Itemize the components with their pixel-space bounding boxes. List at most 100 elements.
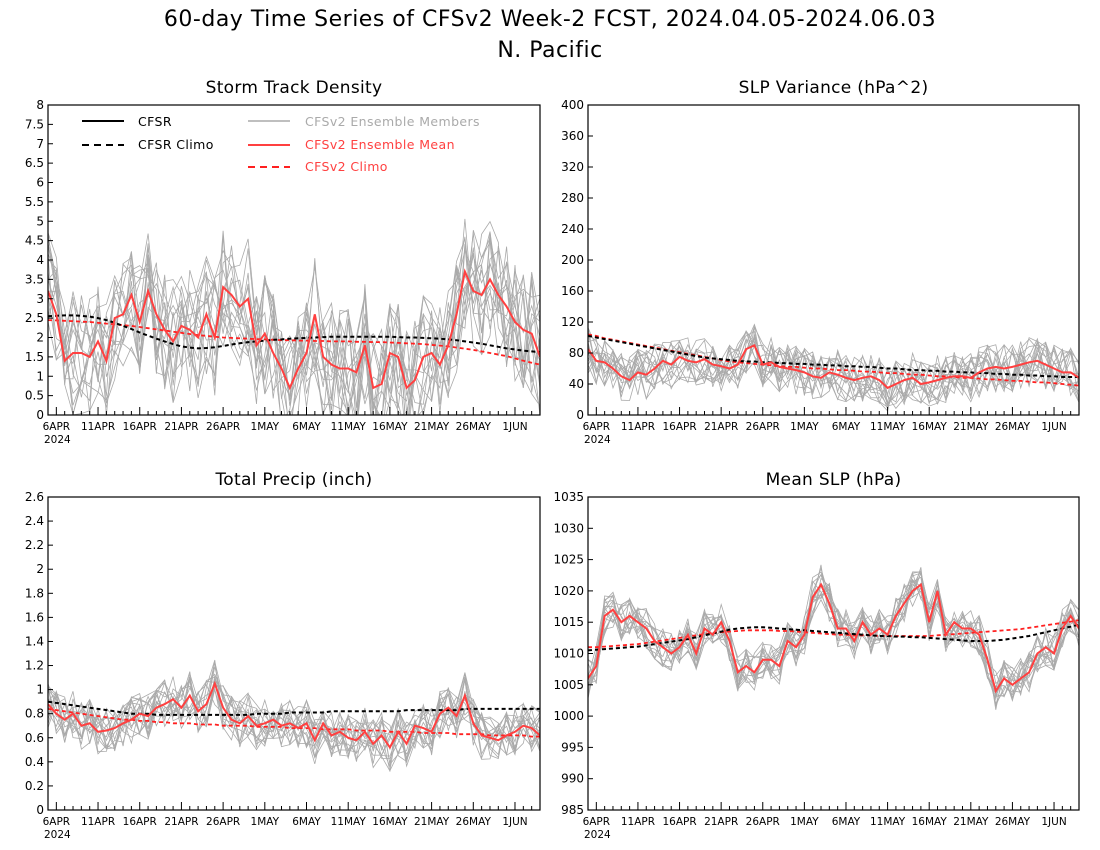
total-precip-y-tick-label: 2.2 bbox=[25, 538, 44, 552]
slp-variance-y-tick-label: 200 bbox=[561, 253, 584, 267]
slp-variance-y-tick-label: 40 bbox=[569, 377, 584, 391]
storm-track-density-x-tick-label: 26APR bbox=[206, 421, 240, 433]
mean-slp-member-line bbox=[588, 571, 1079, 701]
total-precip-y-tick-label: 0 bbox=[36, 803, 44, 817]
mean-slp-x-tick-label: 26MAY bbox=[995, 816, 1031, 828]
legend-members-label: CFSv2 Ensemble Members bbox=[305, 114, 480, 129]
total-precip-y-tick-label: 2.4 bbox=[25, 514, 44, 528]
slp-variance-x-tick-label: 26APR bbox=[746, 421, 780, 433]
total-precip-y-tick-label: 0.4 bbox=[25, 755, 44, 769]
total-precip-x-tick-label: 16APR bbox=[123, 816, 157, 828]
total-precip-y-tick-label: 1.4 bbox=[25, 634, 44, 648]
total-precip-y-tick-label: 0.2 bbox=[25, 779, 44, 793]
storm-track-density-cfsr-climo-line bbox=[48, 314, 540, 354]
total-precip-member-line bbox=[48, 689, 540, 773]
storm-track-density-panel: Storm Track Density 0 0.5 1 1.5 2 2.5 3 3.5 4 4.5 5… bbox=[25, 78, 541, 446]
legend-cfsr-climo-label: CFSR Climo bbox=[138, 137, 214, 152]
figure-title: 60-day Time Series of CFSv2 Week-2 FCST,… bbox=[164, 7, 936, 32]
storm-track-density-y-tick-label: 2.5 bbox=[25, 311, 44, 325]
mean-slp-y-tick-label: 995 bbox=[561, 740, 584, 754]
storm-track-density-y-tick-label: 5 bbox=[36, 214, 44, 228]
total-precip-member-line bbox=[48, 685, 540, 765]
total-precip-ens-mean-line bbox=[48, 680, 540, 750]
storm-track-density-x-tick-label: 26MAY bbox=[456, 421, 492, 433]
slp-variance-y-tick-label: 280 bbox=[561, 191, 584, 205]
total-precip-x-tick-label: 11MAY bbox=[331, 816, 367, 828]
storm-track-density-x-tick-label: 16MAY bbox=[372, 421, 408, 433]
mean-slp-member-line bbox=[588, 582, 1079, 697]
storm-track-density-member-line bbox=[48, 220, 540, 415]
mean-slp-members bbox=[588, 564, 1079, 710]
storm-track-density-x-tick-label: 21APR bbox=[164, 421, 198, 433]
mean-slp-y-tick-label: 990 bbox=[561, 772, 584, 786]
storm-track-density-y-tick-label: 6.5 bbox=[25, 156, 44, 170]
slp-variance-x-year-label: 2024 bbox=[584, 434, 611, 446]
slp-variance-member-line bbox=[588, 340, 1079, 403]
storm-track-density-x-tick-label: 21MAY bbox=[414, 421, 450, 433]
storm-track-density-member-line bbox=[48, 229, 540, 415]
mean-slp-member-line bbox=[588, 580, 1079, 699]
total-precip-cfsr-climo-line bbox=[48, 700, 540, 716]
storm-track-density-x-tick-label: 11MAY bbox=[331, 421, 367, 433]
mean-slp-x-tick-label: 21APR bbox=[704, 816, 738, 828]
legend-cfsv2-climo-label: CFSv2 Climo bbox=[305, 159, 388, 174]
figure-subtitle: N. Pacific bbox=[497, 38, 602, 63]
storm-track-density-y-tick-label: 7 bbox=[36, 137, 44, 151]
slp-variance-y-tick-label: 240 bbox=[561, 222, 584, 236]
total-precip-x-tick-label: 1JUN bbox=[502, 816, 527, 828]
storm-track-density-member-line bbox=[48, 232, 540, 415]
total-precip-x-tick-label: 6MAY bbox=[292, 816, 321, 828]
slp-variance-x-tick-label: 6APR bbox=[583, 421, 611, 433]
total-precip-x-tick-label: 11APR bbox=[81, 816, 115, 828]
slp-variance-x-tick-label: 11MAY bbox=[870, 421, 906, 433]
mean-slp-y-tick-label: 1000 bbox=[553, 709, 584, 723]
mean-slp-x-tick-label: 26APR bbox=[746, 816, 780, 828]
total-precip-x-tick-label: 1MAY bbox=[251, 816, 280, 828]
storm-track-density-member-line bbox=[48, 237, 540, 415]
mean-slp-y-tick-label: 1010 bbox=[553, 647, 584, 661]
storm-track-density-y-tick-label: 8 bbox=[36, 98, 44, 112]
total-precip-y-tick-label: 1.6 bbox=[25, 610, 44, 624]
total-precip-y-tick-label: 0.8 bbox=[25, 707, 44, 721]
slp-variance-x-tick-label: 16APR bbox=[662, 421, 696, 433]
slp-variance-x-tick-label: 1MAY bbox=[790, 421, 819, 433]
total-precip-panel: Total Precip (inch) 0 0.2 0.4 0.6 0.8 1 1.2 1.4 1… bbox=[25, 470, 541, 841]
mean-slp-cfsr-climo-line bbox=[588, 623, 1079, 652]
storm-track-density-x-tick-label: 6MAY bbox=[292, 421, 321, 433]
storm-track-density-y-tick-label: 7.5 bbox=[25, 117, 44, 131]
total-precip-y-tick-label: 1 bbox=[36, 683, 44, 697]
total-precip-members bbox=[48, 659, 540, 773]
mean-slp-y-tick-label: 1025 bbox=[553, 553, 584, 567]
total-precip-frame bbox=[47, 496, 541, 811]
slp-variance-cfsr-climo-line bbox=[588, 334, 1079, 378]
total-precip-cfsv2-climo-line bbox=[48, 708, 540, 738]
mean-slp-y-tick-label: 1030 bbox=[553, 521, 584, 535]
mean-slp-x-tick-label: 21MAY bbox=[953, 816, 989, 828]
total-precip-y-tick-label: 0.6 bbox=[25, 731, 44, 745]
storm-track-density-members bbox=[48, 218, 540, 415]
mean-slp-title: Mean SLP (hPa) bbox=[766, 470, 902, 490]
slp-variance-y-tick-label: 120 bbox=[561, 315, 584, 329]
mean-slp-x-tick-label: 11APR bbox=[621, 816, 655, 828]
storm-track-density-y-tick-label: 0.5 bbox=[25, 389, 44, 403]
slp-variance-x-tick-label: 1JUN bbox=[1041, 421, 1066, 433]
mean-slp-x-tick-label: 11MAY bbox=[870, 816, 906, 828]
slp-variance-y-tick-label: 400 bbox=[561, 98, 584, 112]
storm-track-density-cfsv2-climo-line bbox=[48, 319, 540, 366]
storm-track-density-y-tick-label: 4 bbox=[36, 253, 44, 267]
total-precip-member-line bbox=[48, 680, 540, 759]
slp-variance-x-tick-label: 26MAY bbox=[995, 421, 1031, 433]
storm-track-density-member-line bbox=[48, 232, 540, 415]
slp-variance-ens-mean-line bbox=[588, 343, 1079, 390]
storm-track-density-y-tick-label: 1.5 bbox=[25, 350, 44, 364]
mean-slp-y-tick-label: 1015 bbox=[553, 615, 584, 629]
slp-variance-member-line bbox=[588, 334, 1079, 403]
mean-slp-y-tick-label: 1035 bbox=[553, 490, 584, 504]
storm-track-density-member-line bbox=[48, 236, 540, 415]
slp-variance-cfsv2-climo-line bbox=[588, 333, 1079, 387]
mean-slp-x-tick-label: 6MAY bbox=[832, 816, 861, 828]
total-precip-member-line bbox=[48, 680, 540, 756]
total-precip-x-tick-label: 21MAY bbox=[414, 816, 450, 828]
storm-track-density-y-tick-label: 3 bbox=[36, 292, 44, 306]
